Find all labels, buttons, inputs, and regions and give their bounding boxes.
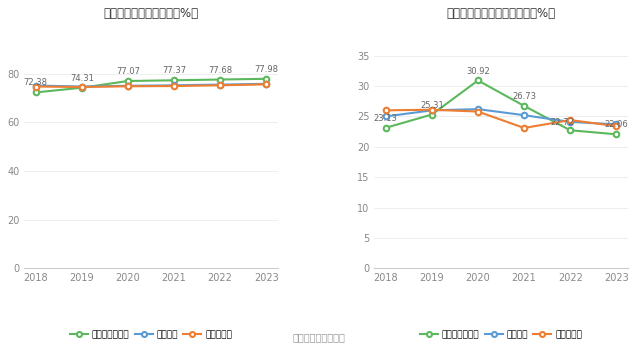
Text: 30.92: 30.92 bbox=[466, 66, 490, 75]
Title: 近年来资产负债率情况（%）: 近年来资产负债率情况（%） bbox=[103, 7, 199, 20]
Text: 22.72: 22.72 bbox=[550, 118, 574, 127]
Text: 25.31: 25.31 bbox=[420, 100, 444, 110]
Text: 77.68: 77.68 bbox=[208, 66, 233, 75]
Text: 23.13: 23.13 bbox=[374, 114, 397, 123]
Title: 近年来有息资产负债率情况（%）: 近年来有息资产负债率情况（%） bbox=[447, 7, 555, 20]
Text: 72.38: 72.38 bbox=[24, 78, 48, 87]
Text: 26.73: 26.73 bbox=[512, 92, 536, 101]
Text: 22.06: 22.06 bbox=[605, 120, 628, 129]
Legend: 公司资产负债率, 行业均值, 行业中位数: 公司资产负债率, 行业均值, 行业中位数 bbox=[66, 326, 236, 343]
Text: 74.31: 74.31 bbox=[70, 74, 94, 83]
Text: 数据来源：恒生聚源: 数据来源：恒生聚源 bbox=[292, 333, 345, 343]
Legend: 有息资产负债率, 行业均值, 行业中位数: 有息资产负债率, 行业均值, 行业中位数 bbox=[417, 326, 585, 343]
Text: 77.07: 77.07 bbox=[116, 67, 140, 76]
Text: 77.37: 77.37 bbox=[162, 66, 186, 75]
Text: 77.98: 77.98 bbox=[254, 65, 278, 74]
